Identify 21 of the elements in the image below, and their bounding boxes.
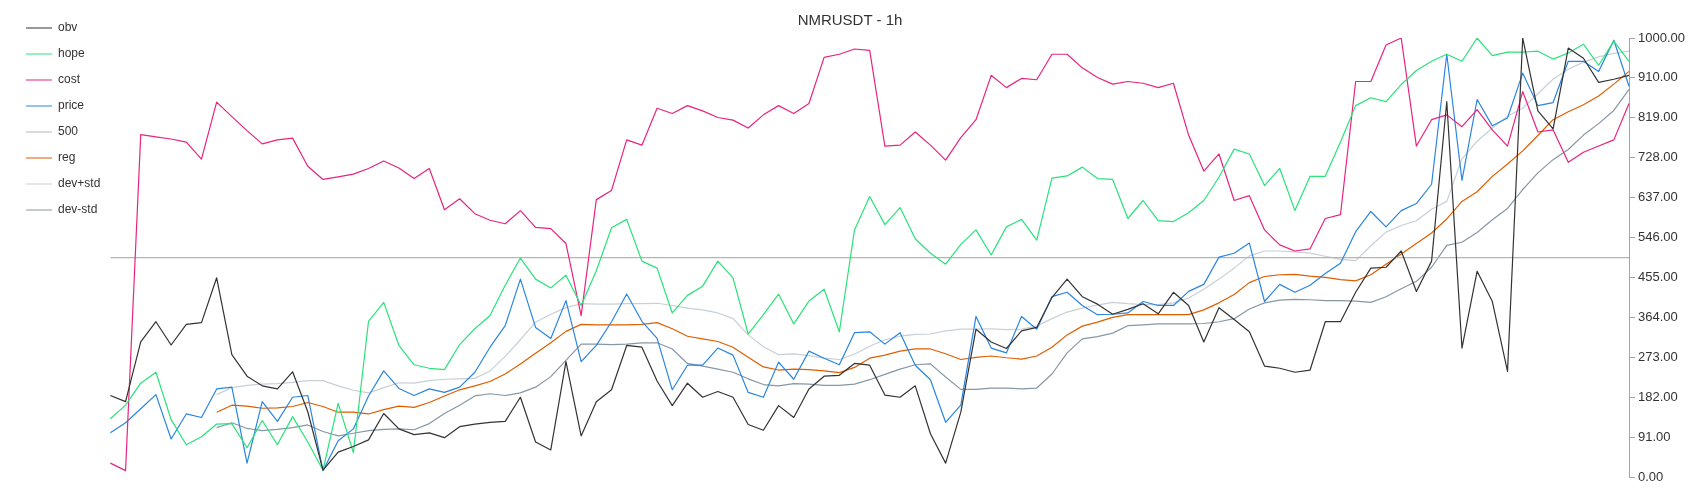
y-tick-label: 1000.00 [1638,29,1686,45]
y-tick-label: 273.00 [1638,348,1678,364]
legend-label: dev+std [58,176,101,191]
y-tick-label: 182.00 [1638,388,1678,404]
y-tick-label: 546.00 [1638,228,1678,244]
y-tick-label: 455.00 [1638,268,1678,284]
y-tick-label: 728.00 [1638,149,1678,165]
legend-label: hope [58,46,86,61]
y-tick-label: 364.00 [1638,308,1678,324]
y-tick-label: 0.00 [1638,468,1664,484]
legend-label: dev-std [58,202,98,217]
legend-label: price [58,98,85,113]
chart-title: NMRUSDT - 1h [797,11,903,29]
legend-label: obv [58,20,78,35]
legend-label: 500 [58,124,79,139]
y-tick-label: 819.00 [1638,109,1678,125]
legend-label: reg [58,150,76,165]
y-tick-label: 637.00 [1638,189,1678,205]
y-tick-label: 910.00 [1638,69,1678,85]
y-tick-label: 91.00 [1638,428,1671,444]
legend-label: cost [58,72,81,87]
